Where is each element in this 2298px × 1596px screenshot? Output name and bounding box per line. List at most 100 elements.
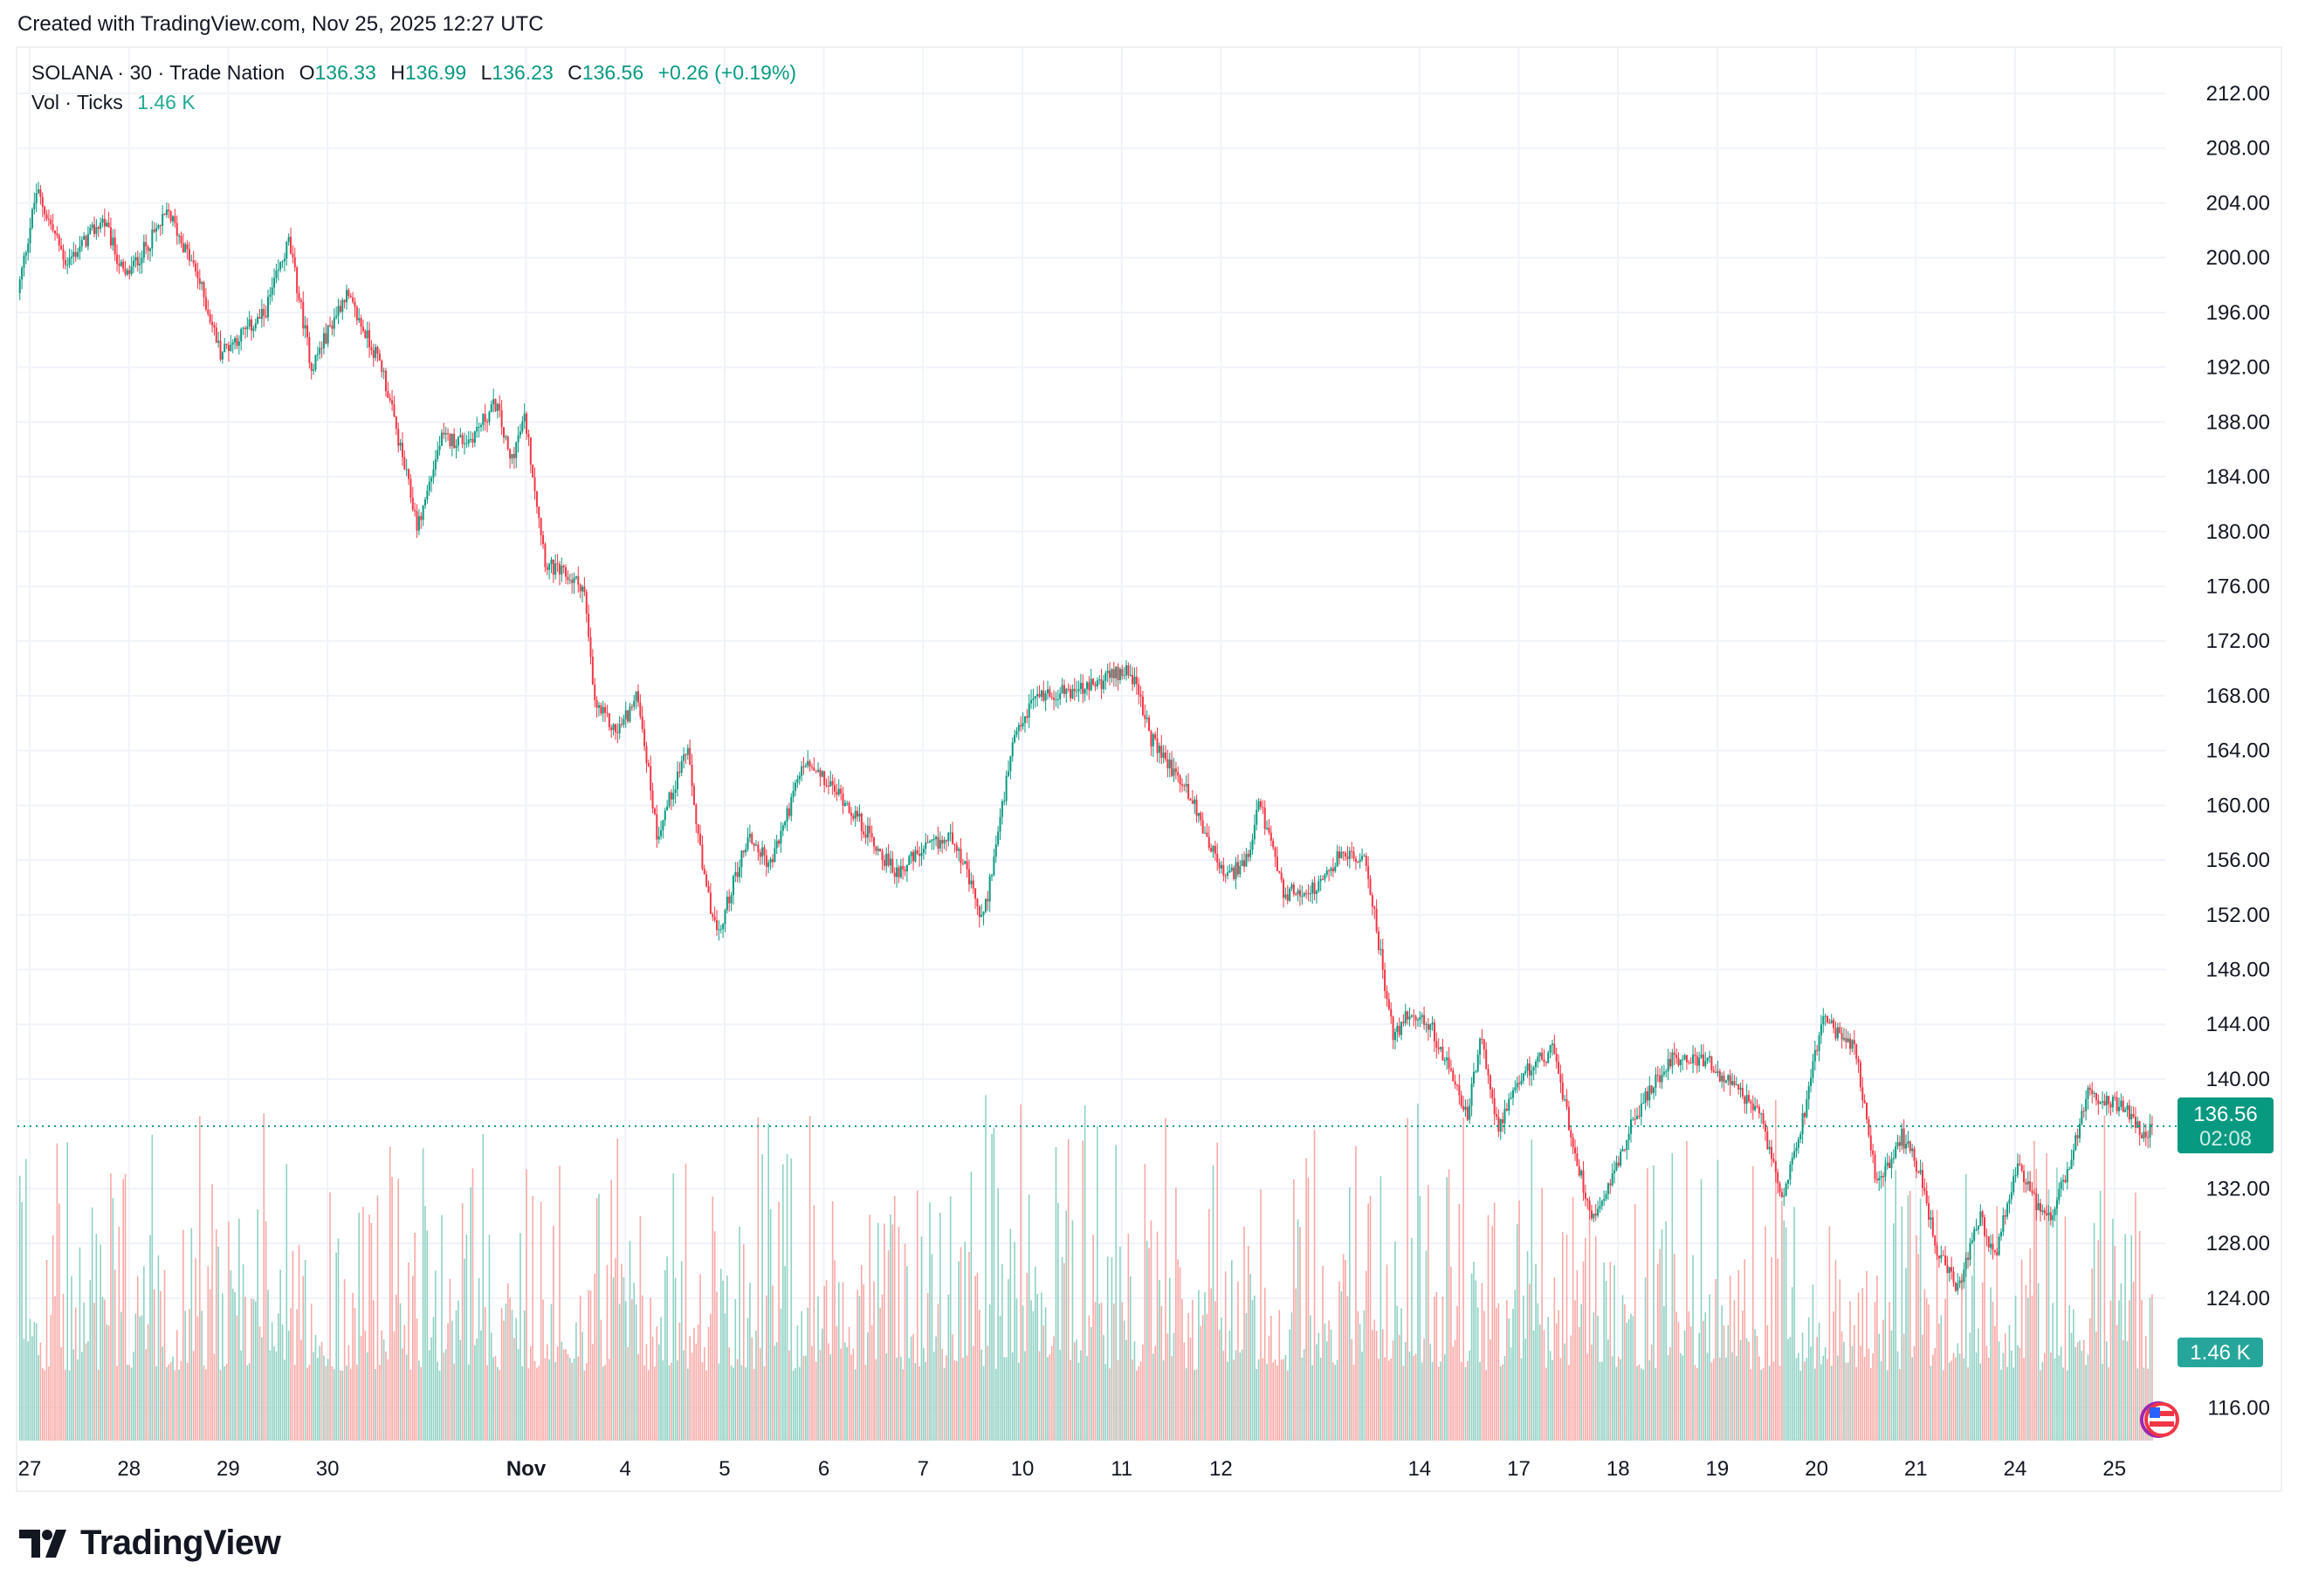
volume-bar	[757, 1117, 760, 1441]
volume-bar	[1942, 1370, 1944, 1441]
volume-bar	[1396, 1305, 1399, 1441]
candle-body	[1764, 1124, 1766, 1132]
candle-body	[408, 469, 410, 479]
candle-body	[1999, 1231, 2002, 1237]
volume-bar	[2008, 1324, 2011, 1441]
symbol-title[interactable]: SOLANA · 30 · Trade Nation	[31, 61, 286, 84]
candle-body	[333, 317, 335, 329]
volume-bar	[970, 1172, 973, 1441]
volume-bar	[2004, 1333, 2006, 1441]
volume-bar	[1570, 1335, 1572, 1441]
volume-bar	[1754, 1329, 1756, 1441]
volume-bar	[988, 1304, 991, 1441]
candle-body	[672, 793, 675, 800]
candle-body	[1448, 1057, 1450, 1069]
volume-bar	[1268, 1335, 1270, 1441]
price-tick-label: 196.00	[2206, 301, 2270, 325]
volume-bar	[1578, 1326, 1580, 1441]
candle-body	[724, 910, 726, 925]
candle-body	[972, 880, 974, 889]
candle-body	[366, 330, 368, 339]
candle-body	[955, 844, 958, 851]
volume-bar	[920, 1236, 923, 1441]
candle-body	[1408, 1016, 1411, 1020]
us-flag-icon[interactable]	[2140, 1401, 2179, 1438]
candle-body	[1576, 1153, 1579, 1166]
volume-bar	[2141, 1299, 2143, 1441]
volume-bar	[1262, 1358, 1264, 1441]
volume-bar	[2020, 1259, 2023, 1441]
tradingview-logo[interactable]: TradingView	[19, 1524, 281, 1563]
candle-body	[1162, 752, 1165, 758]
candle-body	[533, 477, 536, 492]
volume-bar	[1905, 1268, 1907, 1441]
volume-bar	[815, 1361, 817, 1441]
volume-bar	[1041, 1292, 1042, 1441]
candle-body	[470, 438, 472, 440]
candle-body	[120, 261, 122, 266]
candle-body	[236, 338, 238, 347]
candle-body	[623, 719, 625, 725]
volume-bar	[1721, 1305, 1724, 1441]
candle-body	[532, 464, 534, 478]
volume-bar	[719, 1269, 722, 1441]
volume-bar	[1588, 1216, 1591, 1441]
candle-body	[1789, 1164, 1792, 1180]
volume-bar	[381, 1330, 383, 1441]
volume-bar	[1925, 1297, 1928, 1441]
candle-body	[198, 278, 201, 285]
candle-body	[1090, 678, 1092, 691]
candle-body	[1460, 1095, 1462, 1106]
volume-bar	[739, 1226, 740, 1441]
candle-body	[1427, 1024, 1429, 1030]
candle-body	[133, 260, 135, 267]
candle-body	[529, 437, 532, 465]
candle-body	[546, 567, 548, 570]
candle-body	[608, 713, 610, 728]
candle-body	[939, 840, 941, 849]
date-tick-label: 28	[117, 1457, 141, 1481]
volume-bar	[201, 1311, 203, 1441]
candle-body	[1692, 1054, 1695, 1063]
candle-body	[240, 328, 243, 342]
volume-bar	[1902, 1333, 1905, 1441]
candle-body	[444, 433, 447, 435]
price-axis[interactable]: 212.00208.00204.00200.00196.00192.00188.…	[2206, 82, 2270, 1420]
volume-bar	[122, 1179, 124, 1441]
volume-bar	[713, 1231, 716, 1441]
candle-body	[486, 421, 489, 423]
volume-bar	[887, 1250, 890, 1441]
volume-bar	[1247, 1245, 1249, 1441]
volume-bar	[1469, 1351, 1471, 1441]
candle-body	[1055, 699, 1057, 701]
volume-bar	[610, 1180, 612, 1441]
price-tick-label: 168.00	[2206, 684, 2270, 708]
candle-body	[722, 924, 725, 929]
volume-bar	[1692, 1255, 1694, 1441]
candle-body	[941, 840, 944, 844]
time-axis[interactable]: 27 28 29 30 Nov 4 5 6 7 10 11 12 14 17 18 19 20 21 24 25	[18, 1457, 2126, 1481]
candle-body	[740, 850, 743, 868]
volume-bar	[1103, 1335, 1104, 1441]
volume-bar	[1971, 1276, 1973, 1441]
candle-body	[1146, 717, 1148, 719]
volume-bar	[382, 1339, 385, 1441]
volume-bar	[1434, 1297, 1435, 1441]
volume-label[interactable]: Vol · Ticks	[31, 91, 123, 114]
volume-bar	[2019, 1347, 2021, 1441]
volume-bar	[1256, 1368, 1258, 1441]
candle-body	[1386, 991, 1388, 1000]
volume-bar	[2043, 1352, 2046, 1441]
volume-bar	[811, 1345, 813, 1441]
volume-bar	[1496, 1308, 1497, 1441]
volume-bar	[149, 1235, 151, 1441]
volume-bar	[2124, 1234, 2126, 1441]
volume-bar	[370, 1223, 373, 1441]
candle-body	[709, 892, 712, 914]
volume-bar	[1642, 1369, 1644, 1441]
candle-body	[2088, 1087, 2091, 1090]
volume-bar	[217, 1246, 219, 1441]
candle-body	[1621, 1149, 1624, 1152]
candle-body	[1704, 1061, 1707, 1067]
